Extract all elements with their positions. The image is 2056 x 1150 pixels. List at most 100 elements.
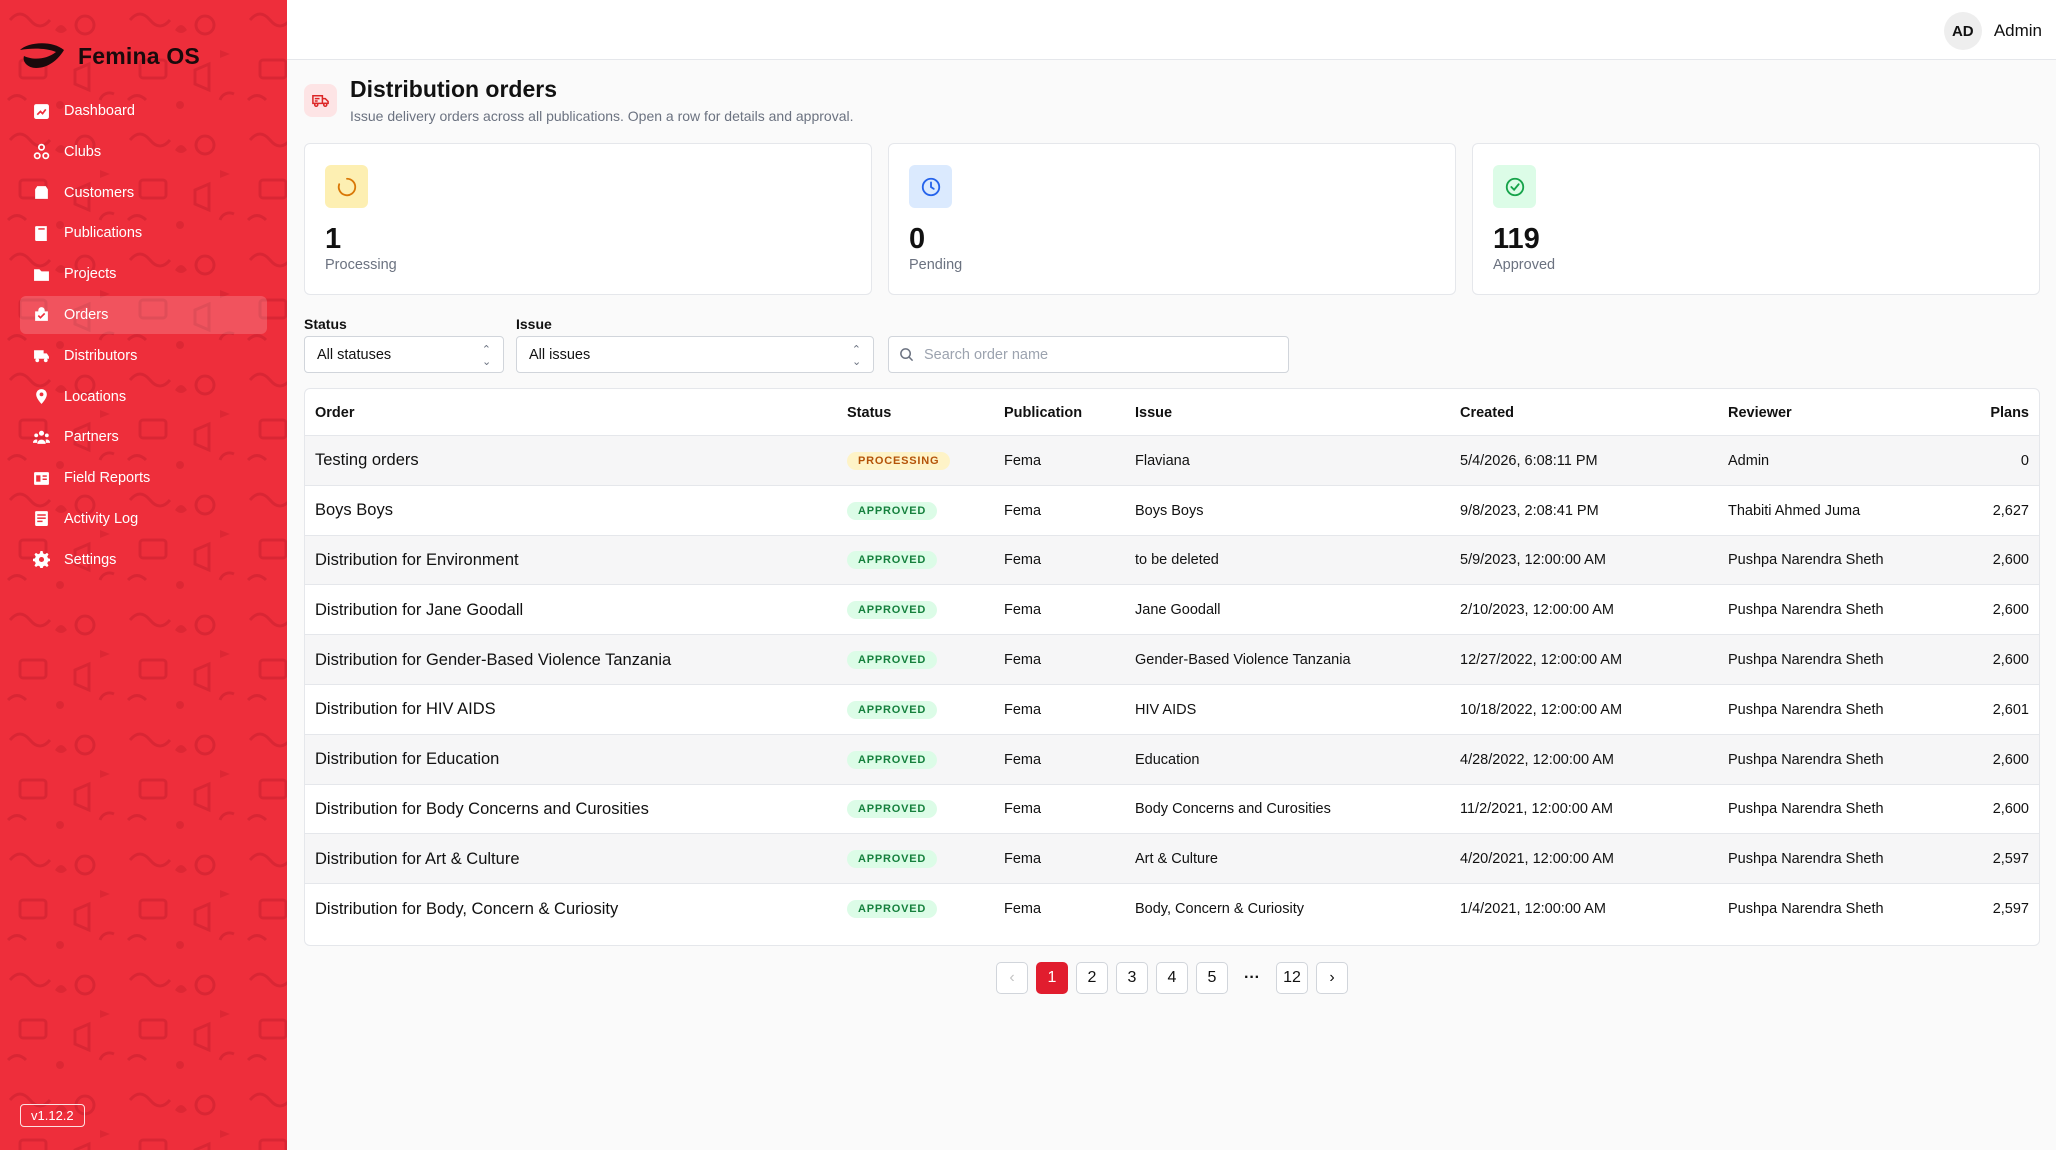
cell-publication: Fema — [1004, 502, 1042, 519]
cell-publication: Fema — [1004, 701, 1042, 718]
report-icon — [32, 469, 50, 487]
status-badge: APPROVED — [847, 601, 938, 620]
status-select-value: All statuses — [317, 346, 392, 363]
cell-status: APPROVED — [847, 635, 938, 685]
sidebar-item-activity-log[interactable]: Activity Log — [20, 500, 267, 538]
status-badge: APPROVED — [847, 900, 938, 919]
status-badge: APPROVED — [847, 501, 938, 520]
status-badge: APPROVED — [847, 651, 938, 670]
column-header-plans[interactable]: Plans — [1990, 404, 2029, 421]
cell-issue: HIV AIDS — [1135, 701, 1197, 718]
sidebar-item-locations[interactable]: Locations — [20, 378, 267, 416]
stat-value: 119 — [1493, 223, 1540, 255]
cell-plans: 2,600 — [1992, 602, 2029, 619]
table-row[interactable]: Distribution for Jane Goodall APPROVED Fem… — [305, 585, 2039, 636]
page-button-4[interactable]: 4 — [1156, 962, 1188, 994]
cell-order: Distribution for Education — [315, 750, 500, 769]
stat-label: Processing — [325, 257, 397, 273]
page-title: Distribution orders — [350, 76, 558, 102]
search-input[interactable] — [924, 346, 1274, 363]
page-button-2[interactable]: 2 — [1076, 962, 1108, 994]
cell-issue: Boys Boys — [1135, 502, 1204, 519]
cell-reviewer: Pushpa Narendra Sheth — [1728, 602, 1884, 619]
column-header-created[interactable]: Created — [1460, 404, 1514, 421]
user-name[interactable]: Admin — [1993, 21, 2042, 40]
cell-issue: Body, Concern & Curiosity — [1135, 901, 1304, 918]
cell-status: APPROVED — [847, 785, 938, 835]
cell-issue: Art & Culture — [1135, 851, 1218, 868]
location-pin-icon — [32, 388, 50, 406]
partners-icon — [32, 428, 50, 446]
stat-card-pending: 0 Pending — [888, 143, 1456, 295]
column-header-issue[interactable]: Issue — [1135, 404, 1173, 421]
cell-status: APPROVED — [847, 486, 938, 536]
sidebar-item-orders[interactable]: Orders — [20, 295, 267, 334]
sidebar-item-label: Activity Log — [64, 510, 139, 527]
column-header-publication[interactable]: Publication — [1004, 404, 1083, 421]
table-header: Order Status Publication Issue Created R… — [305, 389, 2039, 436]
cell-reviewer: Pushpa Narendra Sheth — [1728, 701, 1884, 718]
sidebar-item-clubs[interactable]: Clubs — [20, 133, 267, 171]
table-row[interactable]: Distribution for Education APPROVED Fema Ed… — [305, 734, 2039, 785]
table-row[interactable]: Distribution for Art & Culture APPROVED Fe… — [305, 834, 2039, 885]
cell-reviewer: Pushpa Narendra Sheth — [1728, 801, 1884, 818]
table-row[interactable]: Distribution for Body Concerns and Curos… — [305, 785, 2039, 835]
stat-label: Pending — [909, 257, 963, 273]
cell-status: APPROVED — [847, 884, 938, 934]
page-button-12[interactable]: 12 — [1276, 962, 1308, 994]
next-page-button[interactable]: › — [1316, 962, 1348, 994]
status-badge: APPROVED — [847, 700, 938, 719]
sidebar-item-dashboard[interactable]: Dashboard — [20, 92, 267, 130]
sidebar-item-label: Publications — [64, 225, 143, 242]
user-menu[interactable]: AD Admin — [1943, 12, 2042, 50]
stat-value: 1 — [325, 223, 342, 255]
brand[interactable]: Femina OS — [18, 38, 200, 74]
issue-select[interactable]: All issues ⌃ ⌃ — [516, 336, 874, 373]
page-button-1[interactable]: 1 — [1036, 962, 1068, 994]
sidebar-item-label: Dashboard — [64, 103, 135, 119]
cell-plans: 2,597 — [1992, 851, 2029, 868]
cell-order: Distribution for Environment — [315, 550, 519, 569]
sidebar-pattern — [0, 0, 287, 1150]
column-header-reviewer[interactable]: Reviewer — [1728, 404, 1792, 421]
table-row[interactable]: Testing orders PROCESSING Fema Flaviana 5/4/… — [305, 436, 2039, 486]
table-row[interactable]: Boys Boys APPROVED Fema Boys Boys 9/8/2023, … — [305, 486, 2039, 536]
cell-publication: Fema — [1004, 552, 1042, 569]
avatar[interactable]: AD — [1943, 12, 1982, 50]
sidebar-item-partners[interactable]: Partners — [20, 418, 267, 456]
cell-reviewer: Pushpa Narendra Sheth — [1728, 552, 1884, 569]
cell-issue: Flaviana — [1135, 452, 1190, 469]
book-icon — [32, 224, 50, 242]
cell-order: Distribution for Art & Culture — [315, 849, 520, 868]
cell-plans: 2,597 — [1992, 901, 2029, 918]
sidebar-item-publications[interactable]: Publications — [20, 214, 267, 252]
stat-card-approved: 119 Approved — [1472, 143, 2040, 295]
stat-label: Approved — [1493, 257, 1556, 273]
cell-order: Distribution for Body, Concern & Curiosi… — [315, 899, 619, 918]
table-row[interactable]: Distribution for Gender-Based Violence T… — [305, 635, 2039, 685]
column-header-status[interactable]: Status — [847, 404, 892, 421]
page-button-3[interactable]: 3 — [1116, 962, 1148, 994]
sidebar-item-field-reports[interactable]: Field Reports — [20, 459, 267, 497]
cell-order: Distribution for Gender-Based Violence T… — [315, 650, 672, 669]
sidebar-item-label: Clubs — [64, 143, 102, 160]
page-button-5[interactable]: 5 — [1196, 962, 1228, 994]
table-row[interactable]: Distribution for Body, Concern & Curiosi… — [305, 884, 2039, 934]
status-select[interactable]: All statuses ⌃ ⌃ — [304, 336, 504, 373]
dashboard-icon — [32, 102, 50, 120]
column-header-order[interactable]: Order — [315, 404, 355, 421]
sidebar-item-distributors[interactable]: Distributors — [20, 337, 267, 375]
sidebar-item-projects[interactable]: Projects — [20, 255, 267, 293]
cell-created: 5/9/2023, 12:00:00 AM — [1460, 552, 1606, 569]
sidebar-item-settings[interactable]: Settings — [20, 541, 267, 579]
cell-status: APPROVED — [847, 536, 938, 586]
cell-publication: Fema — [1004, 652, 1042, 669]
cell-created: 4/20/2021, 12:00:00 AM — [1460, 851, 1614, 868]
prev-page-button[interactable]: ‹ — [996, 962, 1028, 994]
pagination: ‹ 1 2 3 4 5 ··· 12 › — [996, 962, 1348, 994]
table-row[interactable]: Distribution for HIV AIDS APPROVED Fema HIV… — [305, 685, 2039, 735]
search-box[interactable] — [888, 336, 1289, 373]
sidebar-item-customers[interactable]: Customers — [20, 174, 267, 212]
table-row[interactable]: Distribution for Environment APPROVED Fema… — [305, 535, 2039, 586]
cell-reviewer: Thabiti Ahmed Juma — [1728, 502, 1861, 519]
